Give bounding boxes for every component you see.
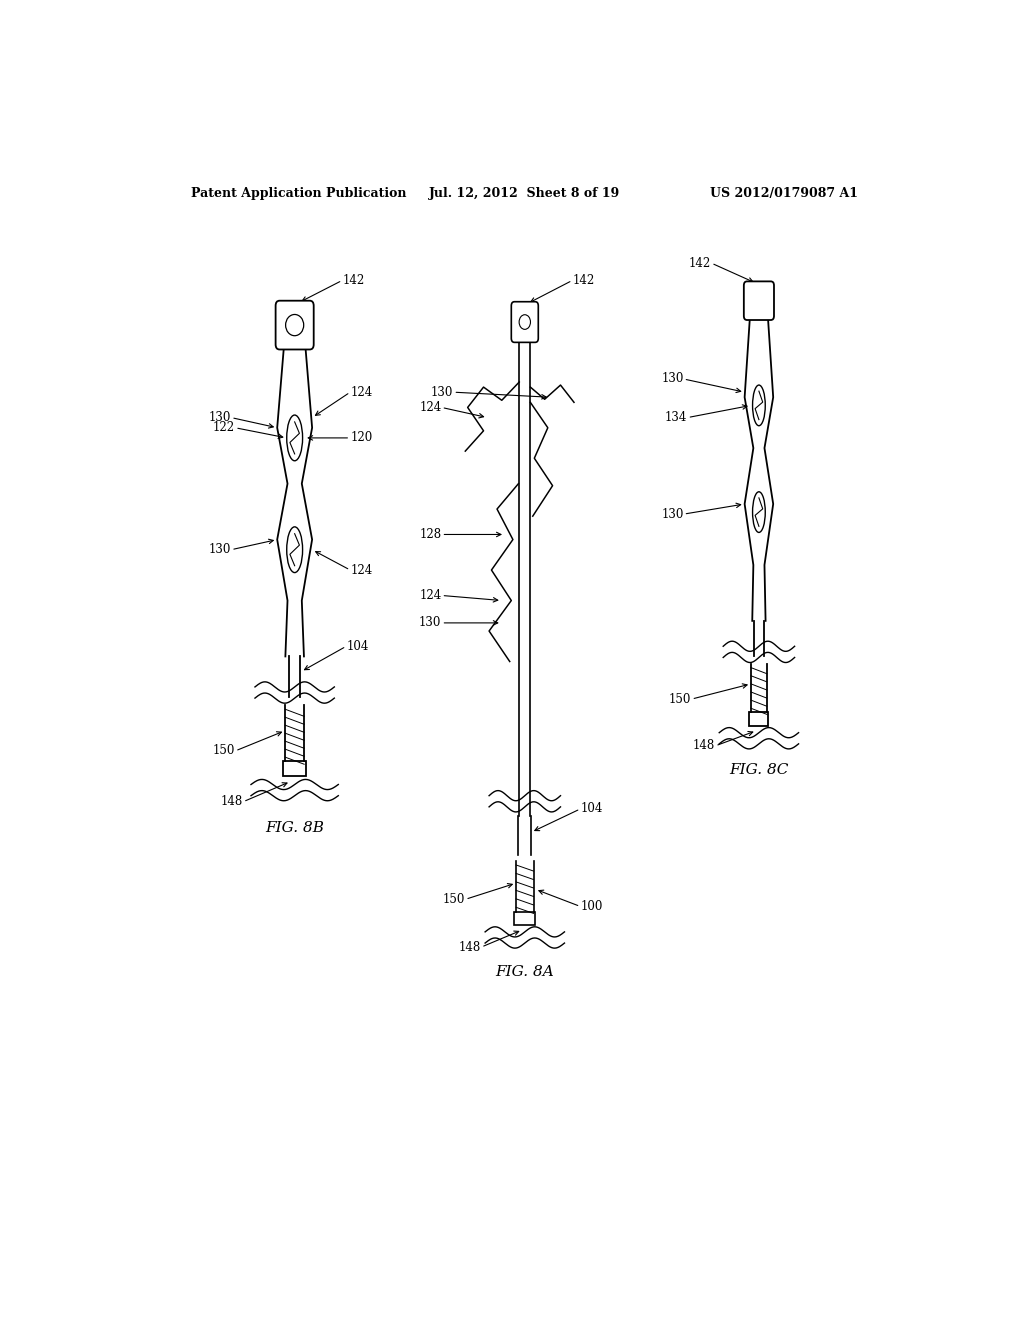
Text: 122: 122 — [213, 421, 236, 434]
Text: 134: 134 — [666, 411, 687, 424]
FancyBboxPatch shape — [284, 762, 306, 776]
Ellipse shape — [753, 385, 765, 426]
Polygon shape — [751, 664, 767, 713]
Text: FIG. 8C: FIG. 8C — [729, 763, 788, 777]
Text: 124: 124 — [419, 401, 441, 414]
Text: 142: 142 — [342, 273, 365, 286]
Text: 150: 150 — [443, 892, 465, 906]
Polygon shape — [744, 315, 773, 620]
Polygon shape — [289, 656, 300, 697]
Text: 130: 130 — [419, 616, 441, 630]
Ellipse shape — [287, 527, 303, 573]
Text: 148: 148 — [459, 941, 481, 953]
Text: 130: 130 — [209, 411, 231, 424]
Polygon shape — [516, 861, 534, 912]
Text: 148: 148 — [221, 795, 243, 808]
Text: 150: 150 — [669, 693, 691, 706]
Text: 142: 142 — [689, 256, 712, 269]
Text: 148: 148 — [693, 739, 715, 752]
Polygon shape — [518, 816, 531, 854]
Text: 130: 130 — [431, 385, 454, 399]
Text: 130: 130 — [209, 544, 231, 556]
Polygon shape — [285, 705, 304, 762]
Text: 142: 142 — [572, 273, 595, 286]
Text: 124: 124 — [419, 589, 441, 602]
Text: US 2012/0179087 A1: US 2012/0179087 A1 — [710, 187, 858, 201]
Polygon shape — [278, 345, 312, 656]
Text: 130: 130 — [662, 372, 684, 385]
Text: 130: 130 — [662, 508, 684, 520]
Text: 128: 128 — [420, 528, 441, 541]
Polygon shape — [519, 338, 530, 816]
Text: FIG. 8A: FIG. 8A — [496, 965, 554, 978]
Text: Jul. 12, 2012  Sheet 8 of 19: Jul. 12, 2012 Sheet 8 of 19 — [429, 187, 621, 201]
Ellipse shape — [753, 492, 765, 532]
Text: 104: 104 — [581, 803, 603, 816]
Text: 150: 150 — [213, 744, 236, 758]
Text: Patent Application Publication: Patent Application Publication — [191, 187, 407, 201]
FancyBboxPatch shape — [511, 302, 539, 342]
Text: 104: 104 — [346, 640, 369, 653]
Text: 124: 124 — [350, 564, 373, 577]
Text: 120: 120 — [350, 432, 373, 445]
Text: FIG. 8B: FIG. 8B — [265, 821, 325, 836]
FancyBboxPatch shape — [750, 713, 768, 726]
Text: 124: 124 — [350, 385, 373, 399]
Text: 100: 100 — [581, 900, 603, 913]
FancyBboxPatch shape — [743, 281, 774, 319]
FancyBboxPatch shape — [514, 912, 536, 925]
FancyBboxPatch shape — [275, 301, 313, 350]
Ellipse shape — [287, 414, 303, 461]
Polygon shape — [754, 620, 764, 656]
